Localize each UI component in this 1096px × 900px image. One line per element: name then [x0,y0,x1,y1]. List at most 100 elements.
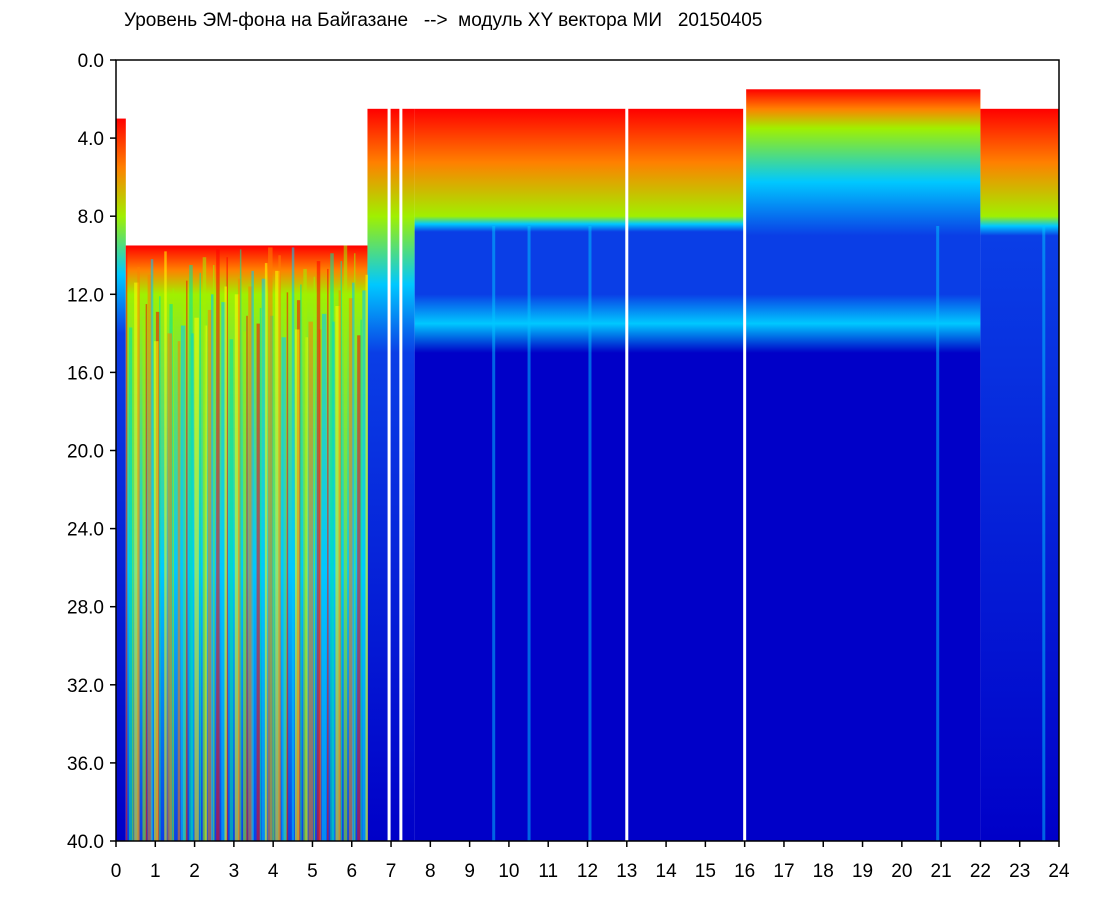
cyan-streak [527,225,531,841]
heatmap-streak [246,315,248,842]
x-tick-label: 5 [307,861,318,882]
data-gap [399,60,403,841]
heatmap-streak [268,247,273,841]
heatmap-streak [357,335,361,841]
x-tick-label: 10 [498,861,519,882]
heatmap-streak [199,272,202,841]
heatmap-streak [281,337,287,841]
heatmap-streak [129,327,133,841]
y-tick-label: 16.0 [67,363,104,384]
cyan-streak [492,225,496,841]
heatmap-streak [216,249,220,841]
y-tick-label: 32.0 [67,676,104,697]
x-tick-label: 17 [773,861,794,882]
y-tick-label: 36.0 [67,754,104,775]
data-gap [387,60,391,841]
heatmap-streak [362,290,367,841]
y-axis: 0.0 4.0 8.0 12.0 16.0 20.0 24.0 28.0 32.0 36.0 40.… [67,51,116,853]
x-tick-label: 16 [734,861,755,882]
heatmap-streak [303,268,307,842]
heatmap-streak [365,274,369,841]
heatmap-region [116,118,126,841]
heatmap-streak [186,280,188,841]
heatmap-streak [159,296,161,841]
heatmap-streak [278,255,281,841]
x-tick-label: 3 [229,861,240,882]
heatmap-streak [256,323,261,841]
heatmap-streak [343,245,348,842]
y-tick-label: 40.0 [67,832,104,853]
x-tick-label: 9 [464,861,475,882]
heatmap-streak [150,259,154,841]
x-tick-label: 2 [189,861,200,882]
heatmap-streak [147,274,153,841]
x-tick-label: 18 [813,861,834,882]
heatmap-streak [340,261,343,841]
heatmap-region [980,108,1059,841]
heatmap-region [744,89,981,842]
data-gap [625,60,629,841]
y-tick-label: 0.0 [78,51,104,72]
heatmap-streak [313,276,316,841]
heatmap-streak [145,304,148,841]
x-tick-label: 20 [891,861,912,882]
heatmap-streak [308,321,313,841]
heatmap-streak [264,263,268,841]
heatmap-streak [202,257,207,841]
heatmap-streak [134,282,139,842]
heatmap-streak [321,313,327,841]
cyan-streak [588,225,592,841]
x-axis: 0 1 2 3 4 5 6 7 8 9 10 11 12 13 14 15 16 17 18 19 20 21 22 23 24 [111,841,1070,882]
x-tick-label: 23 [1009,861,1030,882]
heatmap-streak [261,278,267,841]
heatmap-region [367,108,415,841]
heatmap-streak [125,245,128,842]
chart-title: Уровень ЭМ-фона на Байгазане --> модуль … [124,10,763,31]
x-tick-label: 7 [386,861,397,882]
heatmap-streak [294,329,300,841]
heatmap-streak [330,253,334,842]
cyan-streak [1042,225,1046,841]
x-tick-label: 0 [111,861,122,882]
x-tick-label: 15 [695,861,716,882]
x-tick-label: 1 [150,861,161,882]
heatmap-streak [327,268,329,842]
heatmap-streak [286,292,289,841]
heatmap-streak [221,302,226,841]
heatmap-streak [207,309,213,841]
x-tick-label: 24 [1048,861,1070,882]
heatmap-streak [142,319,146,841]
x-tick-label: 21 [931,861,952,882]
cyan-streak [936,225,940,841]
heatmap-streak [189,265,193,841]
heatmap-streak [352,282,355,842]
heatmap-streak [180,325,186,841]
heatmap-streak [338,290,342,841]
heatmap-streak [167,333,172,841]
heatmap-streak [300,284,302,842]
x-tick-label: 12 [577,861,598,882]
heatmap-streak [212,265,215,841]
y-tick-label: 20.0 [67,442,104,463]
heatmap-streak [132,311,134,841]
heatmap-streak [243,331,247,841]
y-tick-label: 24.0 [67,520,104,541]
x-tick-label: 19 [852,861,873,882]
heatmap-streak [291,247,295,841]
x-tick-label: 14 [656,861,678,882]
heatmap-streak [172,288,175,841]
y-tick-label: 4.0 [78,129,104,150]
heatmap-streak [335,306,340,841]
heatmap-streak [229,339,234,841]
x-tick-label: 13 [616,861,637,882]
heatmap-streak [177,341,181,841]
x-tick-label: 4 [268,861,279,882]
plot-frame [115,59,1060,842]
heatmap-streak [251,270,254,841]
y-tick-label: 12.0 [67,285,104,306]
x-tick-label: 8 [425,861,436,882]
heatmap-streak [348,298,354,842]
heatmap-streak [239,249,242,841]
heatmap-region [414,108,745,841]
heatmap-streak [248,286,253,841]
